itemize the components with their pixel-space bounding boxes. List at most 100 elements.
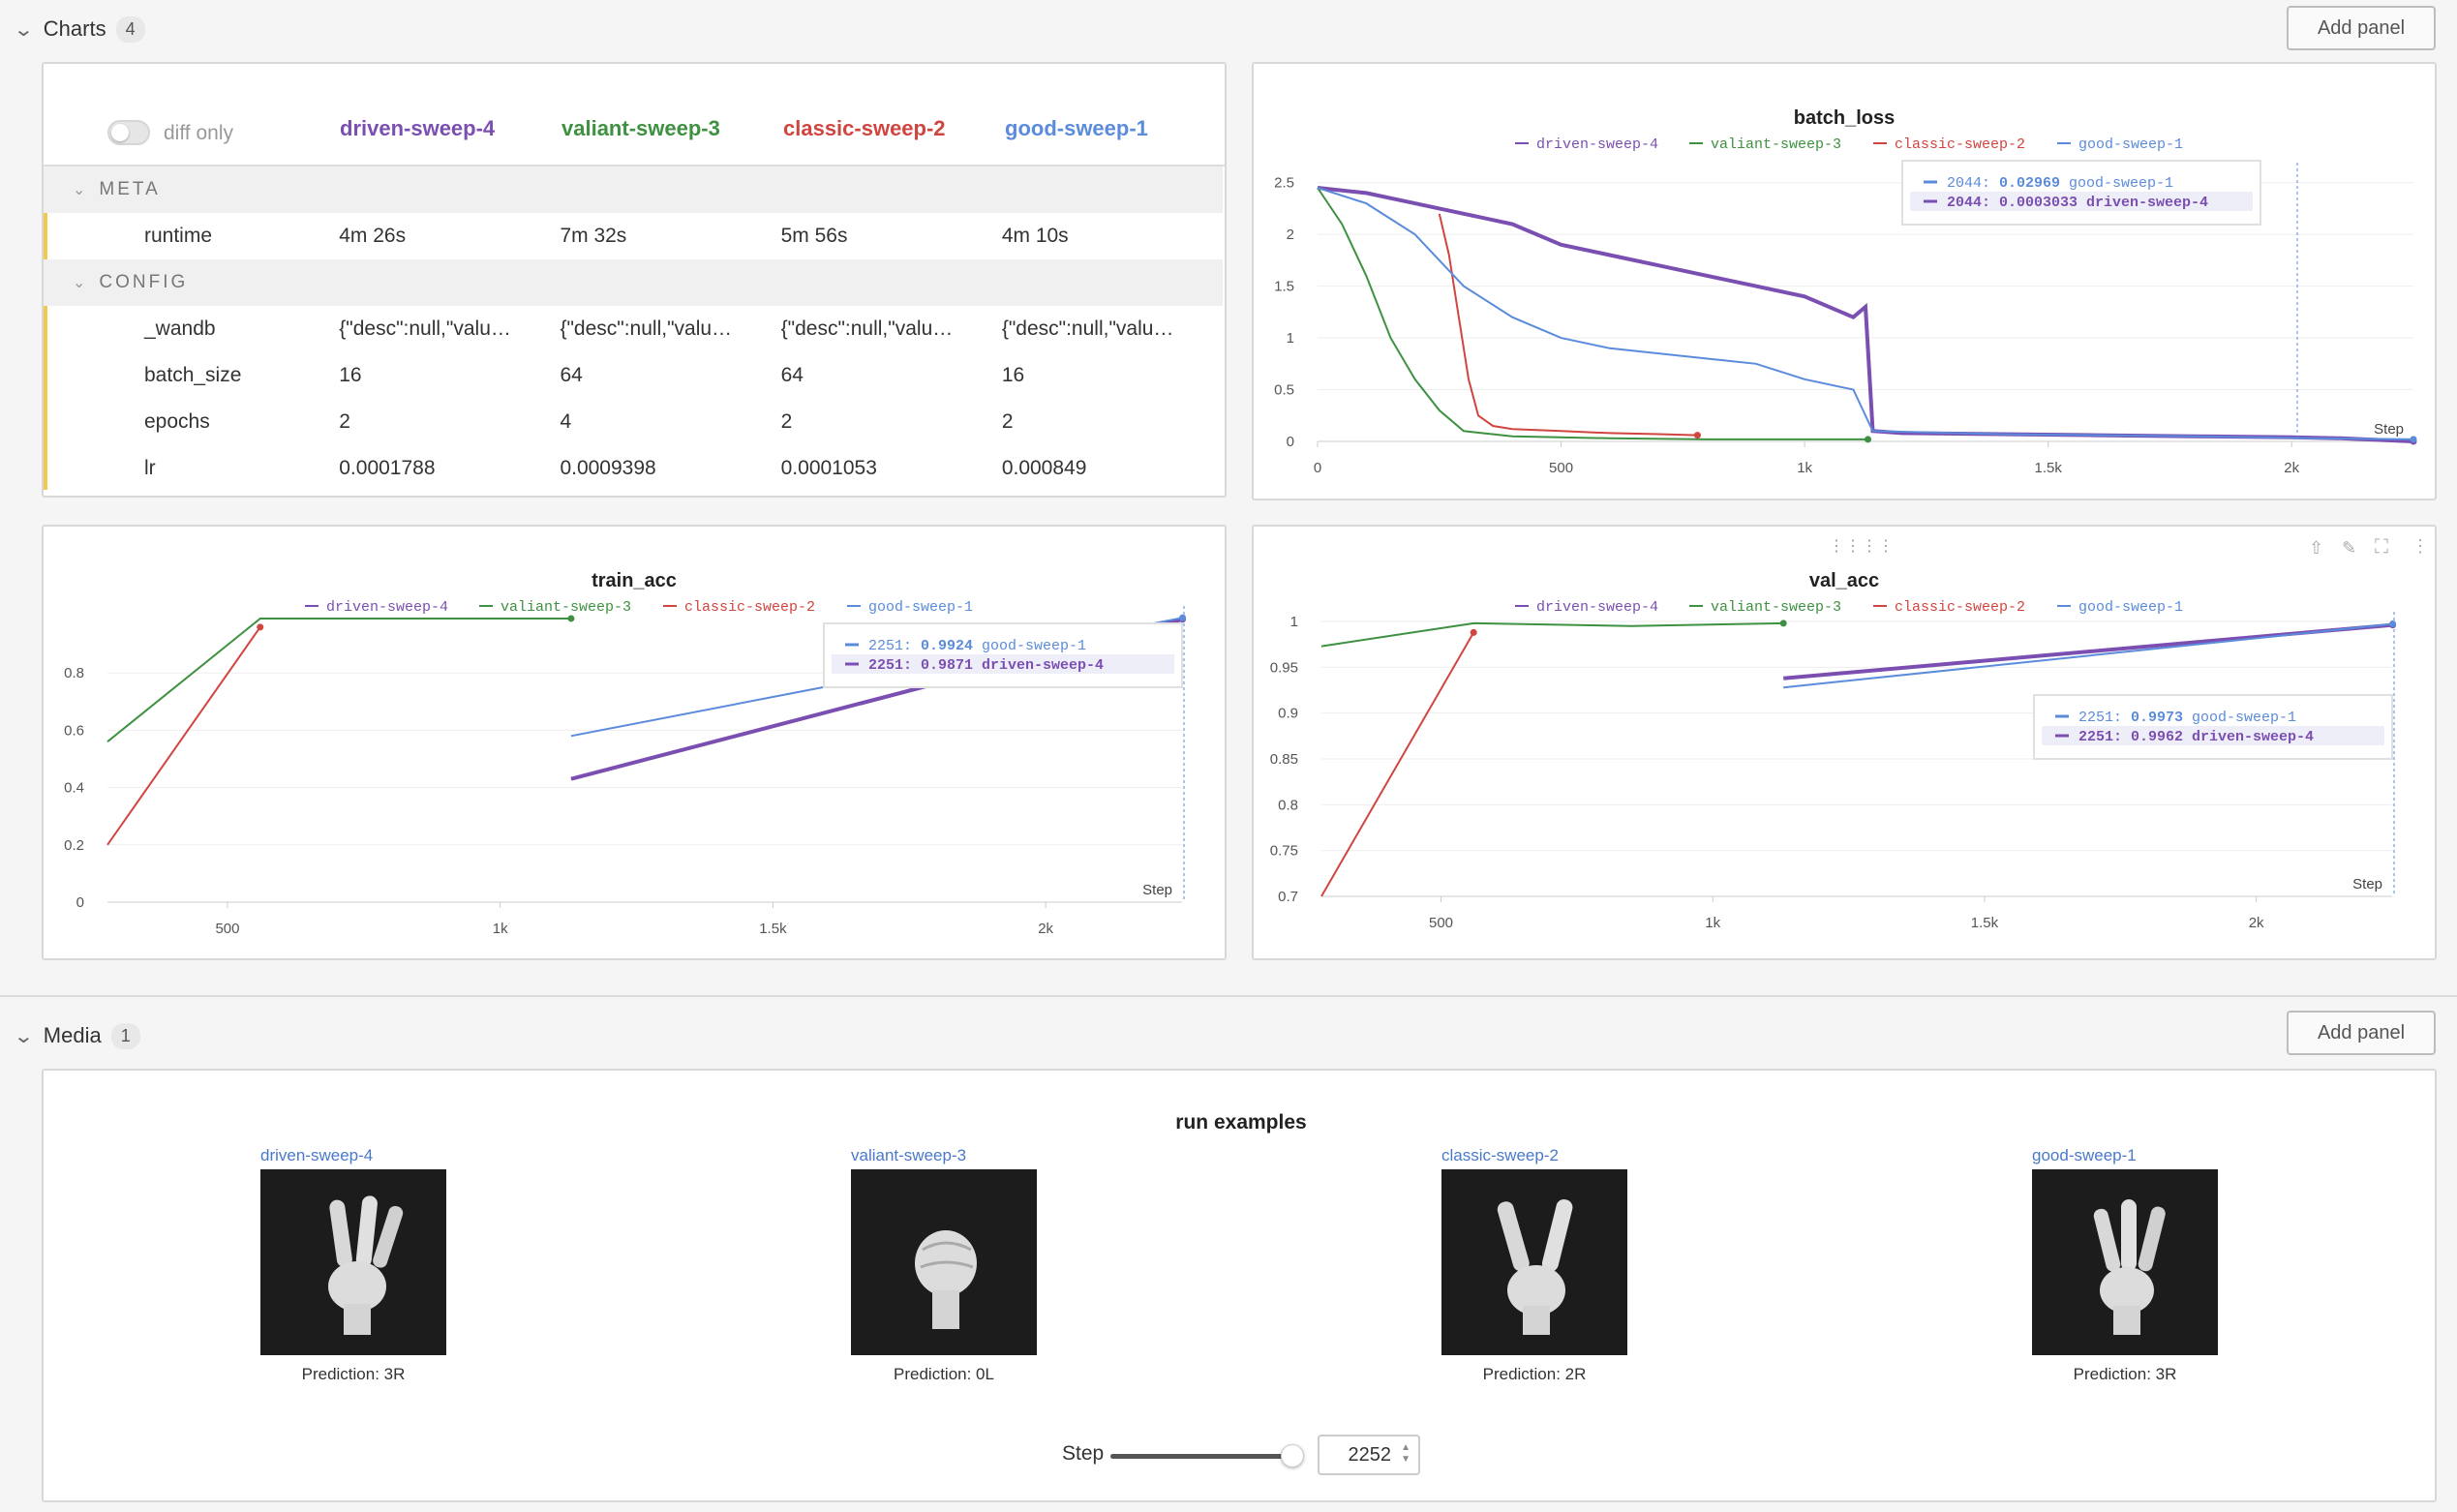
chart-title: val_acc xyxy=(1809,570,1879,591)
row-highlight-bar xyxy=(44,213,47,259)
row-key: batch_size xyxy=(144,364,242,386)
hand-image[interactable] xyxy=(1441,1169,1627,1355)
run-header-valiant[interactable]: valiant-sweep-3 xyxy=(561,116,720,140)
fist-hand-icon xyxy=(915,1230,977,1329)
x-tick-label: 2k xyxy=(2284,460,2299,476)
tooltip-entry: 2251: 0.9973 good-sweep-1 xyxy=(2078,710,2296,726)
series-end-point xyxy=(1470,628,1477,636)
tooltip-value: 0.9924 xyxy=(921,638,982,654)
x-tick-label: 500 xyxy=(1549,460,1573,476)
y-tick-label: 0 xyxy=(1287,434,1294,450)
fullscreen-icon[interactable]: ⛶ xyxy=(2375,536,2388,558)
chart-panel-val-acc: val_acc driven-sweep-4 valiant-sweep-3 clas… xyxy=(1252,525,2437,960)
add-panel-button[interactable]: Add panel xyxy=(2287,1011,2436,1055)
share-icon[interactable]: ⇧ xyxy=(2309,538,2324,558)
media-item: valiant-sweep-3 Prediction: 0L xyxy=(851,1146,1045,1384)
row-key: epochs xyxy=(144,410,210,433)
run-header-driven[interactable]: driven-sweep-4 xyxy=(340,116,496,140)
row-key: runtime xyxy=(144,225,213,247)
series-end-point xyxy=(2410,436,2417,443)
row-key: lr xyxy=(144,457,156,479)
y-tick-label: 0.8 xyxy=(64,665,84,681)
series-end-point xyxy=(1865,436,1872,443)
table-row: epochs 2 4 2 2 xyxy=(44,399,1223,445)
tooltip-run: driven-sweep-4 xyxy=(2192,729,2314,745)
tooltip-highlight xyxy=(2042,726,2384,745)
legend-label: valiant-sweep-3 xyxy=(500,599,631,616)
tooltip-entry: 2044: 0.0003033 driven-sweep-4 xyxy=(1947,195,2208,211)
row-key: _wandb xyxy=(144,318,216,340)
drag-handle-icon[interactable]: ⋮⋮⋮⋮ xyxy=(1829,538,1895,555)
tooltip-step: 2251: xyxy=(868,657,921,674)
val-acc-chart: val_acc driven-sweep-4 valiant-sweep-3 clas… xyxy=(1270,570,2397,931)
config-group-row[interactable]: ⌄ CONFIG xyxy=(44,259,1223,306)
meta-group-row[interactable]: ⌄ META xyxy=(44,166,1223,213)
chevron-down-icon[interactable]: ⌄ xyxy=(13,18,35,41)
run-header-good[interactable]: good-sweep-1 xyxy=(1005,116,1148,140)
series-line xyxy=(1438,213,1698,437)
y-tick-label: 0.6 xyxy=(64,722,84,739)
step-number-input[interactable]: 2252 ▲ ▼ xyxy=(1318,1435,1420,1475)
media-run-name[interactable]: driven-sweep-4 xyxy=(260,1146,374,1164)
three-fingers-hand-icon xyxy=(328,1195,404,1335)
media-run-name[interactable]: good-sweep-1 xyxy=(2032,1146,2137,1164)
series-line xyxy=(106,626,261,846)
legend-label: classic-sweep-2 xyxy=(1895,136,2025,153)
series-end-point xyxy=(257,623,264,631)
hand-image[interactable] xyxy=(2032,1169,2218,1355)
chevron-down-icon[interactable]: ⌄ xyxy=(13,1025,35,1047)
tooltip-highlight xyxy=(832,654,1174,674)
x-tick-label: 1.5k xyxy=(1971,915,1999,931)
series-end-point xyxy=(1779,620,1787,627)
charts-section-header: ⌄ Charts 4 Add panel xyxy=(0,0,2457,58)
tooltip-step: 2251: xyxy=(868,638,921,654)
row-value: 16 xyxy=(1001,364,1025,386)
stepper-arrows-icon[interactable]: ▲ ▼ xyxy=(1401,1442,1410,1465)
tooltip-value: 0.02969 xyxy=(1999,175,2069,192)
y-tick-label: 0 xyxy=(76,894,84,911)
step-slider-handle[interactable] xyxy=(1281,1444,1304,1467)
prediction-caption: Prediction: 2R xyxy=(1482,1365,1587,1383)
chart-tooltip: 2044: 0.02969 good-sweep-1 2044: 0.000303… xyxy=(1901,160,2261,226)
chart-title: batch_loss xyxy=(1794,107,1895,129)
series-line xyxy=(1783,622,2393,689)
table-row: _wandb {"desc":null,"valu… {"desc":null,… xyxy=(44,306,1223,352)
media-run-name[interactable]: classic-sweep-2 xyxy=(1441,1146,1559,1164)
table-row: lr 0.0001788 0.0009398 0.0001053 0.00084… xyxy=(44,445,1223,492)
x-tick-label: 1k xyxy=(1705,915,1720,931)
x-tick-label: 2k xyxy=(2249,915,2264,931)
x-tick-label: 500 xyxy=(1429,915,1453,931)
three-fingers-hand-icon xyxy=(2093,1199,2166,1335)
tooltip-run: good-sweep-1 xyxy=(982,638,1086,654)
series-line xyxy=(106,618,571,742)
chart-title: train_acc xyxy=(592,570,677,591)
run-header-classic[interactable]: classic-sweep-2 xyxy=(783,116,946,140)
section-count: 1 xyxy=(110,1022,140,1049)
y-tick-label: 1.5 xyxy=(1274,279,1294,295)
diff-only-toggle[interactable] xyxy=(107,120,150,145)
step-slider-fill xyxy=(1110,1454,1294,1459)
step-slider-track[interactable] xyxy=(1110,1444,1304,1467)
chart-panel-batch-loss: batch_loss driven-sweep-4 valiant-sweep-3 c… xyxy=(1252,62,2437,500)
meta-group-label: META xyxy=(99,179,161,199)
section-title: Media xyxy=(43,1023,102,1047)
hand-image[interactable] xyxy=(260,1169,446,1355)
train-acc-chart: train_acc driven-sweep-4 valiant-sweep-3 cl… xyxy=(64,570,1187,937)
more-options-icon[interactable]: ⋮ xyxy=(2412,536,2429,556)
section-count: 4 xyxy=(115,15,145,43)
section-divider xyxy=(0,995,2457,997)
row-value: 64 xyxy=(780,364,804,386)
x-tick-label: 0 xyxy=(1314,460,1321,476)
edit-icon[interactable]: ✎ xyxy=(2342,538,2357,558)
x-tick-label: 1k xyxy=(1797,460,1812,476)
hand-image[interactable] xyxy=(851,1169,1037,1355)
x-tick-label: 1.5k xyxy=(2034,460,2062,476)
batch-loss-chart: batch_loss driven-sweep-4 valiant-sweep-3 c… xyxy=(1274,107,2417,476)
add-panel-button[interactable]: Add panel xyxy=(2287,6,2436,50)
media-item: classic-sweep-2 Prediction: 2R xyxy=(1441,1146,1635,1384)
tooltip-entry: 2044: 0.02969 good-sweep-1 xyxy=(1947,175,2173,192)
media-run-name[interactable]: valiant-sweep-3 xyxy=(851,1146,967,1164)
tooltip-highlight xyxy=(1910,192,2253,211)
tooltip-run: good-sweep-1 xyxy=(2192,710,2296,726)
